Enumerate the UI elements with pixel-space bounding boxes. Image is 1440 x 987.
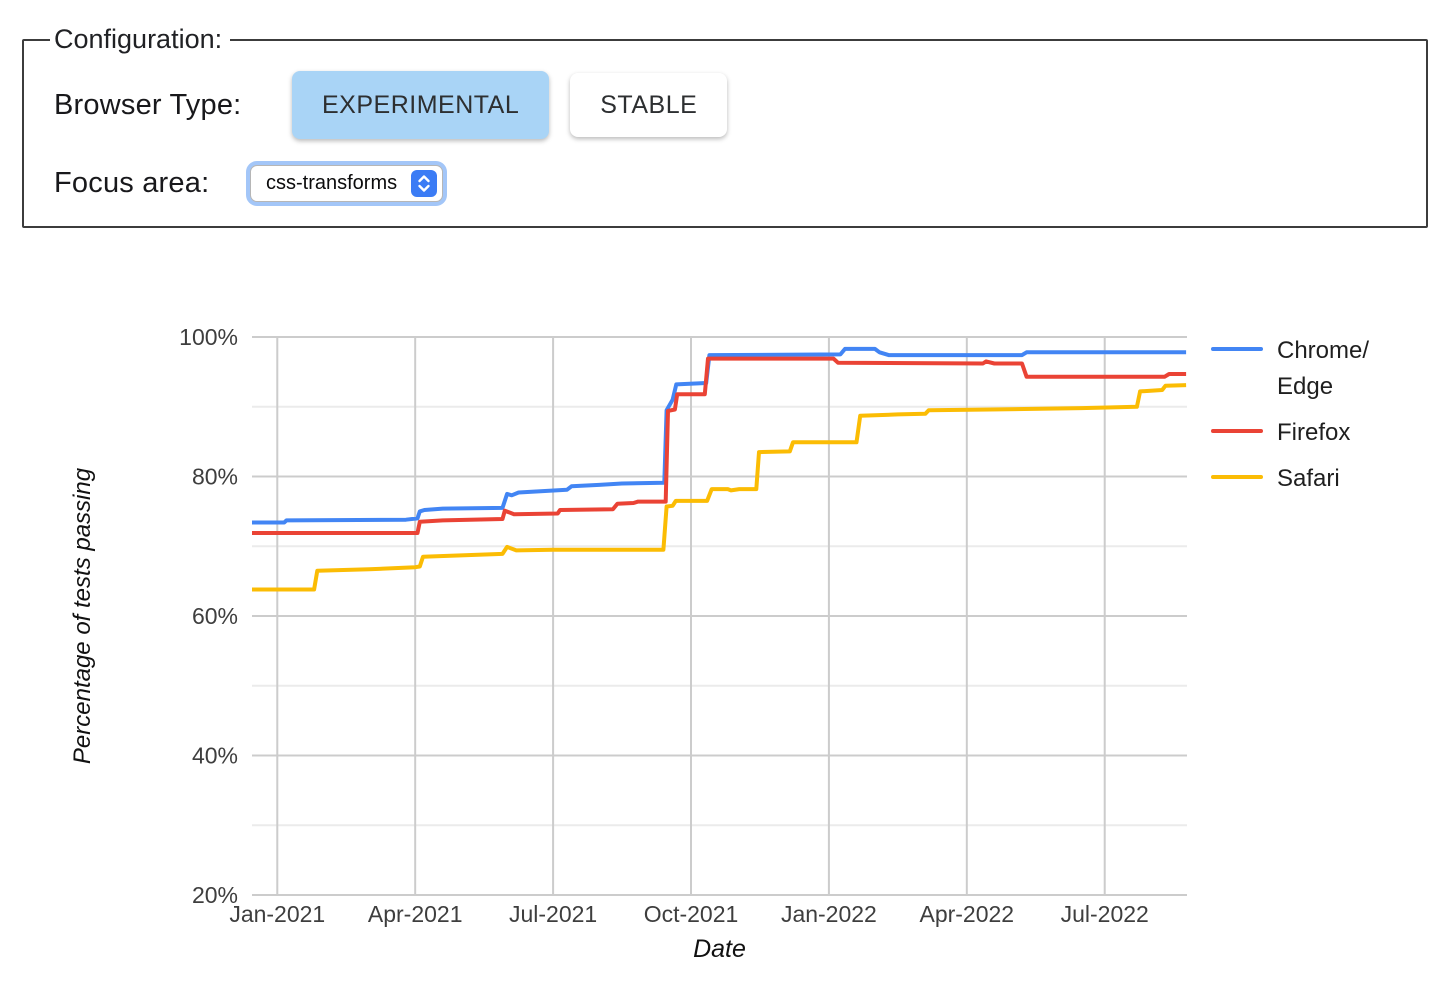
series-line-firefox: [252, 356, 1187, 535]
legend-label: Chrome/: [1277, 337, 1369, 364]
legend-label: Safari: [1277, 465, 1340, 492]
chart-container: 20% 40% 60% 80% 100% Jan-2021 Apr-2021 Jul-2021…: [0, 292, 1440, 982]
x-tick-label: Jul-2021: [509, 901, 597, 927]
page: { "config": { "legend": "Configuration:"…: [0, 24, 1440, 982]
y-tick-label: 80%: [192, 464, 238, 490]
focus-area-selected-value: css-transforms: [266, 172, 398, 194]
browser-type-label: Browser Type:: [54, 88, 242, 121]
select-stepper-icon: [411, 170, 438, 197]
y-tick-label: 40%: [192, 743, 238, 769]
x-tick-label: Jan-2021: [229, 901, 325, 927]
focus-area-label: Focus area:: [54, 167, 210, 199]
series-line-safari: [252, 383, 1187, 592]
stable-button[interactable]: STABLE: [570, 73, 728, 137]
y-tick-label: 60%: [192, 603, 238, 629]
focus-area-row: Focus area: css-transforms: [54, 165, 1406, 202]
legend-label: Edge: [1277, 373, 1333, 400]
configuration-legend: Configuration:: [54, 24, 223, 54]
y-tick-label: 100%: [179, 324, 238, 350]
x-tick-label: Oct-2021: [644, 901, 739, 927]
x-tick-label: Jan-2022: [781, 901, 877, 927]
x-tick-label: Apr-2022: [919, 901, 1014, 927]
x-tick-label: Apr-2021: [368, 901, 463, 927]
y-axis-title: Percentage of tests passing: [69, 467, 96, 764]
x-tick-label: Jul-2022: [1061, 901, 1149, 927]
tests-passing-chart: 20% 40% 60% 80% 100% Jan-2021 Apr-2021 Jul-2021…: [69, 324, 1369, 963]
x-axis-title: Date: [693, 935, 746, 963]
series-line-chrome-edge: [252, 346, 1187, 525]
configuration-fieldset: Configuration: Browser Type: EXPERIMENTA…: [22, 24, 1428, 228]
browser-type-row: Browser Type: EXPERIMENTAL STABLE: [54, 71, 1406, 139]
legend-label: Firefox: [1277, 419, 1350, 446]
experimental-button[interactable]: EXPERIMENTAL: [292, 71, 550, 139]
focus-area-select[interactable]: css-transforms: [250, 165, 444, 202]
y-tick-label: 20%: [192, 882, 238, 908]
